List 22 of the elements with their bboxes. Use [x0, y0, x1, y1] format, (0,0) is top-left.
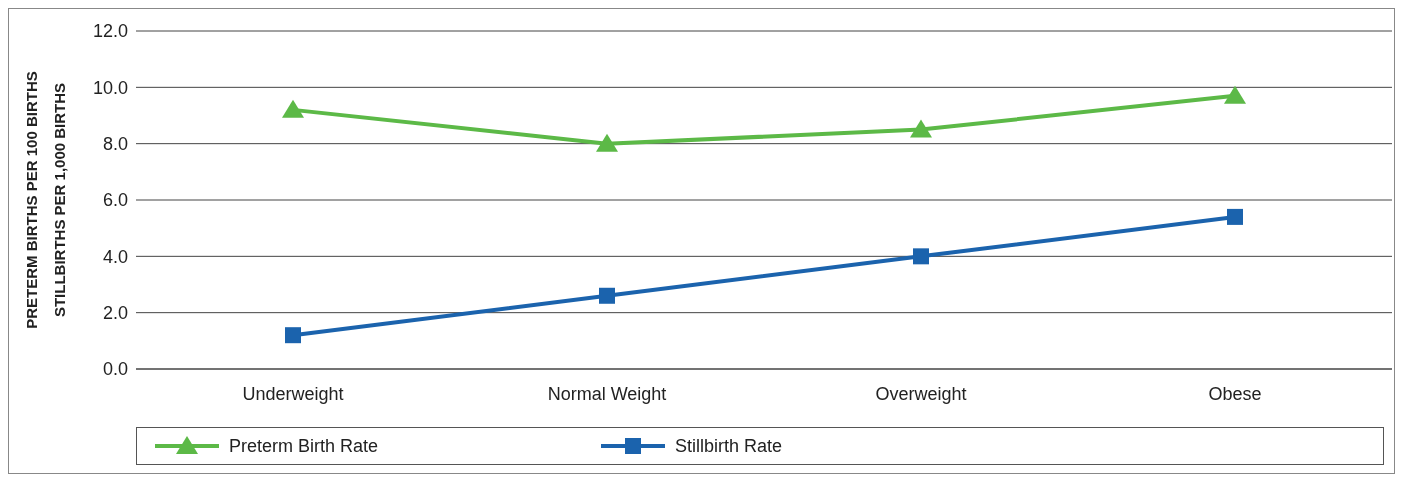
- point: [910, 119, 932, 138]
- y-tick-label: 2.0: [102, 303, 128, 324]
- legend-label: Stillbirth Rate: [675, 435, 783, 457]
- point: [1227, 208, 1243, 225]
- x-tick-label: Obese: [1208, 383, 1262, 404]
- y-tick-label: 12.0: [92, 21, 128, 42]
- point: [596, 133, 618, 152]
- y-tick-label: 10.0: [92, 77, 128, 98]
- y-tick-label: 6.0: [102, 190, 128, 211]
- x-tick-label: Underweight: [242, 383, 344, 404]
- point: [913, 248, 929, 265]
- y-axis-title: PRETERM BIRTHS PER 100 BIRTHS STILLBIRTHS PER 1,000 BIRTHS: [22, 71, 68, 329]
- y-tick-label: 0.0: [102, 359, 128, 380]
- point: [1224, 85, 1246, 104]
- point: [282, 99, 304, 118]
- x-tick-label: Normal Weight: [547, 383, 667, 404]
- point: [599, 287, 615, 304]
- x-tick-label: Overweight: [875, 383, 967, 404]
- y-tick-label: 8.0: [102, 134, 128, 155]
- y-tick-label: 4.0: [102, 246, 128, 267]
- legend-label: Preterm Birth Rate: [229, 435, 379, 457]
- point: [285, 327, 301, 344]
